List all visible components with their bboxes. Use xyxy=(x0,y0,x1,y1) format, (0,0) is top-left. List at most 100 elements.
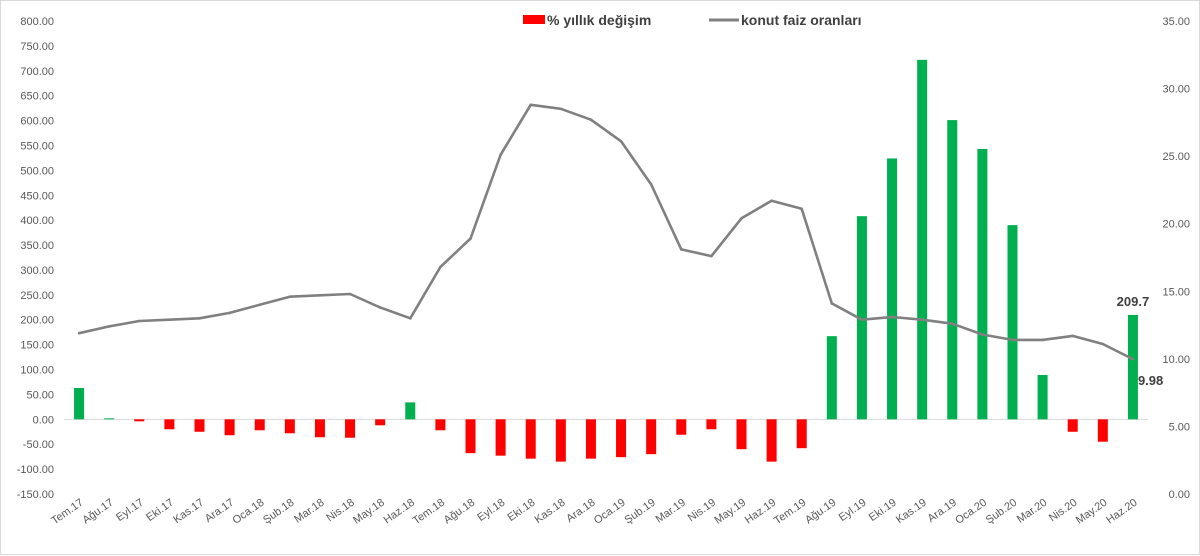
x-tick-label: May.18 xyxy=(351,497,387,527)
line-point xyxy=(559,107,563,111)
right-axis-tick-label: 0.00 xyxy=(1169,489,1190,501)
legend-swatch-bar xyxy=(523,15,545,24)
bar xyxy=(616,419,627,458)
bar xyxy=(224,419,235,436)
left-axis-tick-label: -100.00 xyxy=(17,464,54,476)
left-axis-tick-label: -150.00 xyxy=(17,489,54,501)
bar xyxy=(766,419,777,462)
bar xyxy=(465,419,476,454)
left-axis-tick-label: 50.00 xyxy=(26,389,54,401)
line-point xyxy=(529,103,533,107)
left-axis-tick-label: 700.00 xyxy=(20,66,54,78)
left-axis-tick-label: 550.00 xyxy=(20,140,54,152)
bar xyxy=(284,419,295,434)
x-tick-label: Nis.18 xyxy=(324,497,356,525)
line-point xyxy=(107,325,111,328)
line-point xyxy=(469,237,472,240)
x-tick-label: Tem.17 xyxy=(49,497,85,528)
x-tick-label: Oca.18 xyxy=(231,497,267,527)
line-data-label: 9.98 xyxy=(1138,373,1163,388)
line-point xyxy=(168,318,171,321)
right-axis-tick-label: 35.00 xyxy=(1162,16,1190,28)
left-axis-tick-label: 500.00 xyxy=(20,165,54,177)
line-point xyxy=(800,207,804,211)
x-tick-label: Nis.20 xyxy=(1047,497,1079,525)
line-point xyxy=(860,318,864,321)
line-point xyxy=(288,295,292,298)
line-point xyxy=(619,139,623,143)
bar xyxy=(495,419,506,456)
right-axis-tick-label: 25.00 xyxy=(1162,151,1190,163)
legend: % yıllık değişim konut faiz oranları xyxy=(523,12,862,28)
line-point xyxy=(649,183,653,186)
bar xyxy=(134,419,145,422)
bar xyxy=(856,216,867,420)
line-point xyxy=(920,318,924,321)
line-point xyxy=(740,217,743,220)
line-point xyxy=(228,311,231,315)
line-point xyxy=(1041,338,1044,342)
left-axis-tick-label: 0.00 xyxy=(33,414,54,426)
bar xyxy=(917,59,928,420)
x-tick-label: Kas.17 xyxy=(171,497,206,526)
line-point xyxy=(1131,357,1135,361)
left-axis-tick-label: 300.00 xyxy=(20,265,54,277)
x-tick-label: Haz.18 xyxy=(382,497,417,527)
left-axis-tick-label: 450.00 xyxy=(20,190,54,202)
x-tick-label: May.20 xyxy=(1074,497,1110,527)
x-tick-label: Eyl.17 xyxy=(114,497,146,524)
x-tick-label: Mar.20 xyxy=(1015,497,1049,526)
bar xyxy=(345,419,356,438)
bar xyxy=(104,418,115,420)
left-axis-tick-label: 400.00 xyxy=(20,215,54,227)
right-axis: 35.00 30.00 25.00 20.00 15.00 10.00 5.00 0.00 xyxy=(1162,16,1190,501)
right-axis-tick-label: 20.00 xyxy=(1162,219,1190,231)
x-tick-label: Ara.19 xyxy=(926,497,959,525)
bar xyxy=(74,387,85,420)
bar xyxy=(646,419,657,455)
bar xyxy=(435,419,446,431)
line-point xyxy=(589,118,593,121)
x-tick-label: Kas.19 xyxy=(894,497,929,526)
line-point xyxy=(439,265,442,269)
bar xyxy=(164,419,175,430)
x-tick-label: May.19 xyxy=(712,497,748,527)
x-tick-label: Mar.19 xyxy=(654,497,688,526)
left-axis-tick-label: -50.00 xyxy=(23,439,54,451)
bar xyxy=(977,148,988,420)
left-axis-tick-label: 350.00 xyxy=(20,240,54,252)
x-tick-label: Eki.19 xyxy=(867,497,899,524)
left-axis-tick-label: 800.00 xyxy=(20,16,54,28)
line-point xyxy=(318,294,322,297)
x-tick-label: Ağu.19 xyxy=(803,497,838,527)
x-tick-label: Ara.18 xyxy=(564,497,597,525)
line-point xyxy=(137,319,141,323)
line-point xyxy=(679,248,683,251)
data-labels: 209.7 9.98 xyxy=(1117,294,1164,388)
bar xyxy=(1067,419,1078,432)
legend-label-line: konut faiz oranları xyxy=(741,12,862,28)
line-path xyxy=(78,103,1134,361)
bar xyxy=(375,419,386,426)
bar xyxy=(314,419,325,438)
legend-label-bar: % yıllık değişim xyxy=(547,12,651,28)
left-axis: 800.00 750.00 700.00 650.00 600.00 550.00 500.… xyxy=(17,16,54,501)
x-axis: Tem.17Ağu.17Eyl.17Eki.17Kas.17Ara.17Oca.… xyxy=(49,497,1139,528)
left-axis-tick-label: 650.00 xyxy=(20,91,54,103)
line-point xyxy=(710,254,713,258)
bar xyxy=(887,158,898,420)
x-tick-label: Mar.18 xyxy=(292,497,326,526)
line-point xyxy=(981,333,984,336)
bar xyxy=(1097,419,1108,442)
x-tick-label: Şub.18 xyxy=(261,497,296,527)
left-axis-tick-label: 600.00 xyxy=(20,116,54,128)
line-point xyxy=(1101,342,1105,346)
bar xyxy=(1127,314,1138,420)
line-point xyxy=(830,302,834,305)
bar xyxy=(1007,225,1018,420)
x-tick-label: Kas.18 xyxy=(533,497,568,526)
x-tick-label: Oca.20 xyxy=(953,497,989,527)
bar xyxy=(736,419,747,450)
